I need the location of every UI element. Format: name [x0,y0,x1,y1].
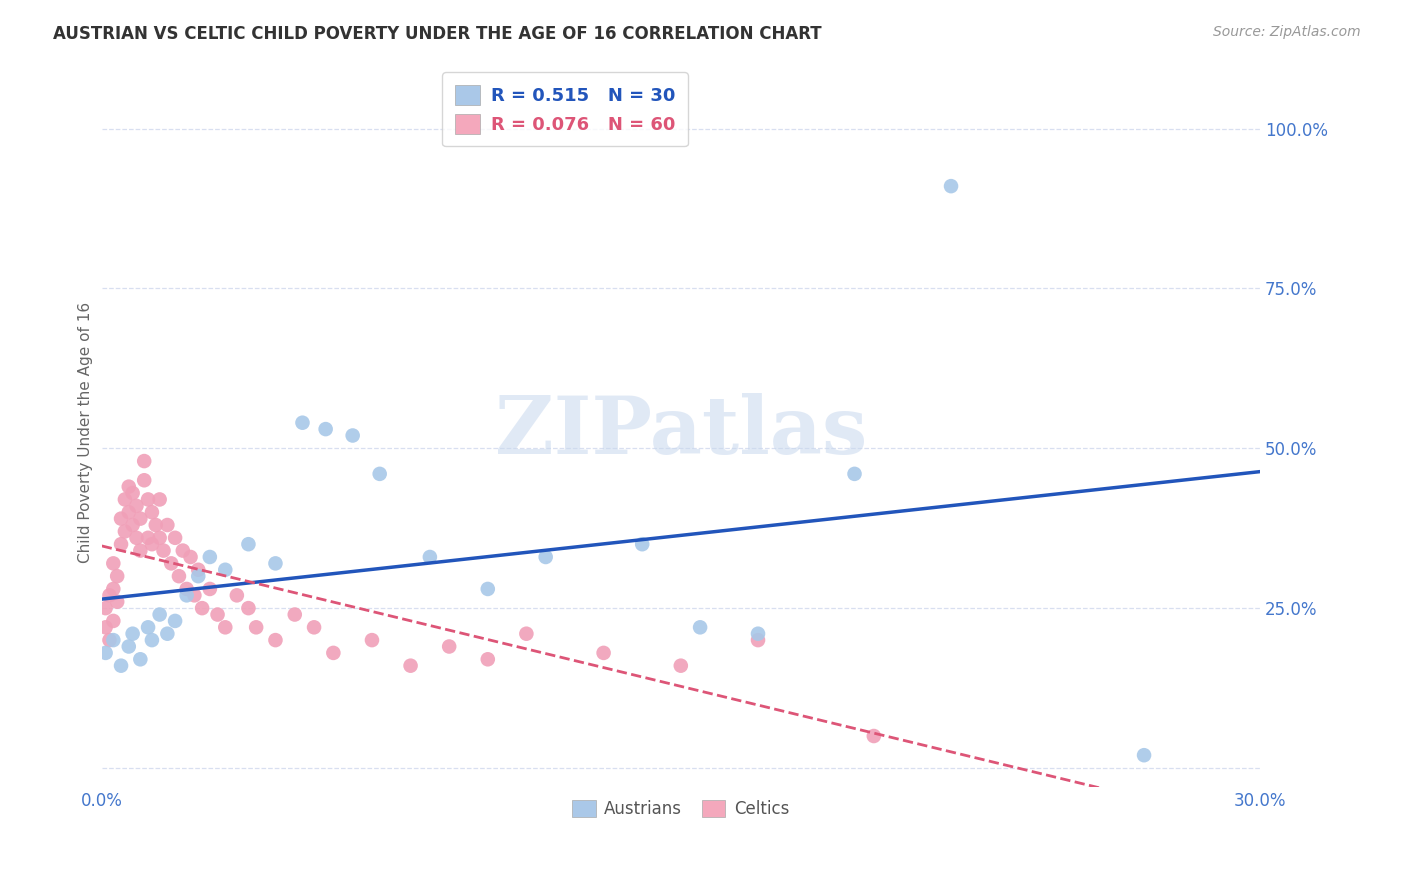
Point [141,505,163,519]
Point [149,607,172,622]
Point [669,658,692,673]
Point [156,518,179,533]
Point [862,729,884,743]
Point [198,582,221,596]
Point [103,633,125,648]
Point [315,422,337,436]
Point [110,537,132,551]
Point [284,607,307,622]
Point [180,549,202,564]
Point [129,652,152,666]
Point [399,658,422,673]
Point [238,601,260,615]
Point [110,511,132,525]
Point [114,524,136,539]
Point [105,595,128,609]
Point [152,543,174,558]
Point [103,614,125,628]
Point [145,518,167,533]
Point [121,626,143,640]
Point [747,626,769,640]
Point [136,531,159,545]
Point [419,549,441,564]
Point [534,549,557,564]
Point [149,531,172,545]
Point [291,416,314,430]
Point [94,620,117,634]
Point [134,454,156,468]
Point [592,646,614,660]
Point [141,633,163,648]
Point [342,428,364,442]
Point [515,626,537,640]
Text: ZIPatlas: ZIPatlas [495,393,868,471]
Point [160,557,183,571]
Point [207,607,229,622]
Point [264,633,287,648]
Point [176,588,198,602]
Point [844,467,866,481]
Point [238,537,260,551]
Point [118,640,141,654]
Point [114,492,136,507]
Text: Source: ZipAtlas.com: Source: ZipAtlas.com [1213,25,1361,39]
Point [141,537,163,551]
Point [225,588,247,602]
Point [103,582,125,596]
Point [167,569,190,583]
Point [302,620,325,634]
Point [118,505,141,519]
Point [191,601,214,615]
Point [747,633,769,648]
Point [245,620,267,634]
Point [118,480,141,494]
Point [121,486,143,500]
Point [689,620,711,634]
Text: AUSTRIAN VS CELTIC CHILD POVERTY UNDER THE AGE OF 16 CORRELATION CHART: AUSTRIAN VS CELTIC CHILD POVERTY UNDER T… [53,25,823,43]
Legend: Austrians, Celtics: Austrians, Celtics [565,794,796,825]
Point [103,557,125,571]
Point [187,569,209,583]
Point [125,499,148,513]
Point [172,543,194,558]
Point [631,537,654,551]
Point [94,601,117,615]
Point [361,633,384,648]
Point [322,646,344,660]
Point [477,582,499,596]
Point [156,626,179,640]
Point [136,492,159,507]
Point [121,518,143,533]
Point [214,620,236,634]
Point [437,640,460,654]
Point [125,531,148,545]
Point [136,620,159,634]
Point [214,563,236,577]
Point [165,531,187,545]
Point [368,467,391,481]
Point [477,652,499,666]
Point [94,646,117,660]
Point [105,569,128,583]
Point [183,588,205,602]
Point [98,633,121,648]
Point [176,582,198,596]
Point [264,557,287,571]
Point [187,563,209,577]
Point [110,658,132,673]
Point [129,543,152,558]
Point [1133,748,1156,763]
Point [134,473,156,487]
Point [939,179,962,194]
Point [129,511,152,525]
Y-axis label: Child Poverty Under the Age of 16: Child Poverty Under the Age of 16 [79,301,93,563]
Point [149,492,172,507]
Point [165,614,187,628]
Point [198,549,221,564]
Point [98,588,121,602]
